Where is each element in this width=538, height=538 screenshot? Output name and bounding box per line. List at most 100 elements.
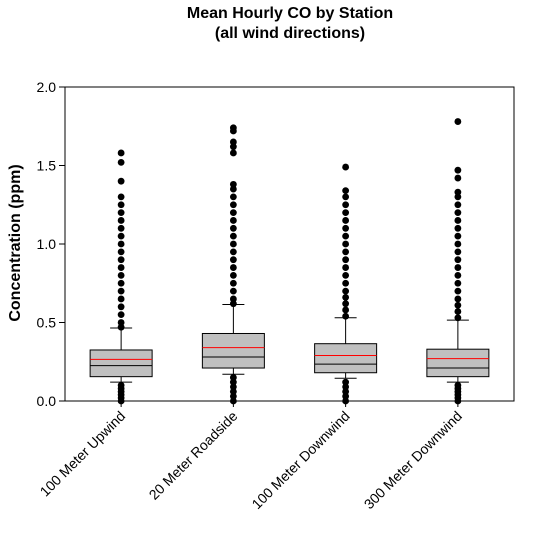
outlier-point	[454, 308, 462, 315]
outlier-point	[342, 187, 350, 195]
outlier-point	[342, 392, 350, 400]
outlier-point	[454, 279, 462, 287]
outlier-point	[229, 248, 237, 256]
y-tick-label: 0.0	[37, 393, 57, 409]
outlier-point	[117, 295, 125, 303]
outlier-point	[342, 193, 350, 201]
y-tick-label: 1.0	[37, 236, 57, 252]
outlier-point	[454, 301, 462, 309]
x-tick-label: 300 Meter Downwind	[361, 408, 465, 512]
outlier-point	[454, 224, 462, 232]
outlier-point	[342, 272, 350, 279]
outlier-point	[454, 287, 462, 295]
outlier-point	[229, 193, 237, 201]
outlier-point	[454, 264, 462, 271]
y-tick-label: 1.5	[37, 158, 57, 174]
outlier-point	[342, 209, 350, 217]
outlier-point	[342, 306, 350, 314]
outlier-point	[117, 224, 125, 232]
outlier-point	[117, 256, 125, 264]
y-tick-label: 0.5	[37, 315, 57, 331]
outlier-point	[117, 240, 125, 248]
outlier-point	[454, 118, 462, 125]
outlier-point	[342, 264, 350, 271]
outlier-point	[229, 256, 237, 264]
outlier-point	[229, 264, 237, 271]
outlier-point	[229, 392, 237, 400]
outlier-point	[229, 295, 237, 303]
outlier-point	[229, 224, 237, 232]
box	[89, 349, 153, 378]
outlier-point	[117, 381, 125, 389]
outlier-point	[454, 193, 462, 201]
outlier-point	[117, 232, 125, 240]
outlier-point	[117, 158, 125, 166]
outlier-point	[454, 174, 462, 182]
outlier-point	[117, 209, 125, 217]
outlier-point	[117, 279, 125, 287]
outlier-point	[117, 311, 125, 319]
plot-area: 0.0 0.5 1.0 1.5 2.0 100 Meter Upwind 20 Meter …	[37, 79, 490, 512]
outlier-point	[117, 193, 125, 201]
outlier-point	[229, 287, 237, 295]
outlier-point	[229, 143, 237, 151]
outlier-point	[117, 319, 125, 326]
outlier-point	[454, 248, 462, 256]
outlier-point	[229, 272, 237, 279]
outlier-point	[229, 185, 237, 193]
plot-frame	[64, 86, 515, 402]
outlier-point	[454, 295, 462, 303]
outlier-point	[229, 201, 237, 209]
outlier-point	[342, 287, 350, 295]
outlier-point	[342, 378, 350, 386]
chart-subtitle: (all wind directions)	[215, 25, 365, 42]
outlier-point	[454, 209, 462, 217]
outlier-point	[117, 217, 125, 224]
outlier-point	[229, 374, 237, 381]
x-tick-label: 100 Meter Downwind	[248, 408, 352, 512]
outlier-point	[229, 388, 237, 395]
outlier-point	[342, 224, 350, 232]
outlier-point	[454, 314, 462, 322]
box	[201, 332, 265, 369]
outlier-point	[454, 188, 462, 196]
outlier-point	[454, 232, 462, 240]
outlier-point	[117, 323, 125, 331]
outlier-point	[229, 124, 237, 132]
outlier-point	[454, 256, 462, 264]
outlier-point	[229, 383, 237, 391]
outlier-point	[229, 232, 237, 240]
outlier-point	[454, 217, 462, 224]
x-tick-label: 100 Meter Upwind	[37, 408, 129, 500]
outlier-point	[117, 272, 125, 279]
outlier-point	[229, 300, 237, 308]
outlier-point	[229, 138, 237, 146]
box	[314, 343, 378, 374]
outlier-point	[342, 217, 350, 224]
outlier-point	[229, 180, 237, 188]
outlier-point	[117, 201, 125, 209]
outlier-point	[454, 240, 462, 248]
outlier-point	[342, 279, 350, 287]
outlier-point	[454, 272, 462, 279]
outlier-point	[229, 217, 237, 224]
outlier-point	[342, 300, 350, 308]
outlier-point	[342, 312, 350, 320]
outlier-point	[342, 163, 350, 171]
outlier-point	[342, 248, 350, 256]
outlier-point	[342, 232, 350, 240]
outlier-point	[342, 240, 350, 248]
outlier-point	[117, 264, 125, 271]
outlier-point	[117, 303, 125, 311]
outlier-point	[342, 388, 350, 395]
outlier-point	[117, 149, 125, 157]
outlier-point	[342, 201, 350, 209]
outlier-point	[454, 381, 462, 389]
outlier-point	[117, 287, 125, 295]
outlier-point	[229, 240, 237, 248]
y-axis-label: Concentration (ppm)	[7, 164, 24, 321]
outlier-point	[454, 166, 462, 174]
outlier-point	[229, 209, 237, 217]
x-tick-label: 20 Meter Roadside	[146, 408, 241, 503]
